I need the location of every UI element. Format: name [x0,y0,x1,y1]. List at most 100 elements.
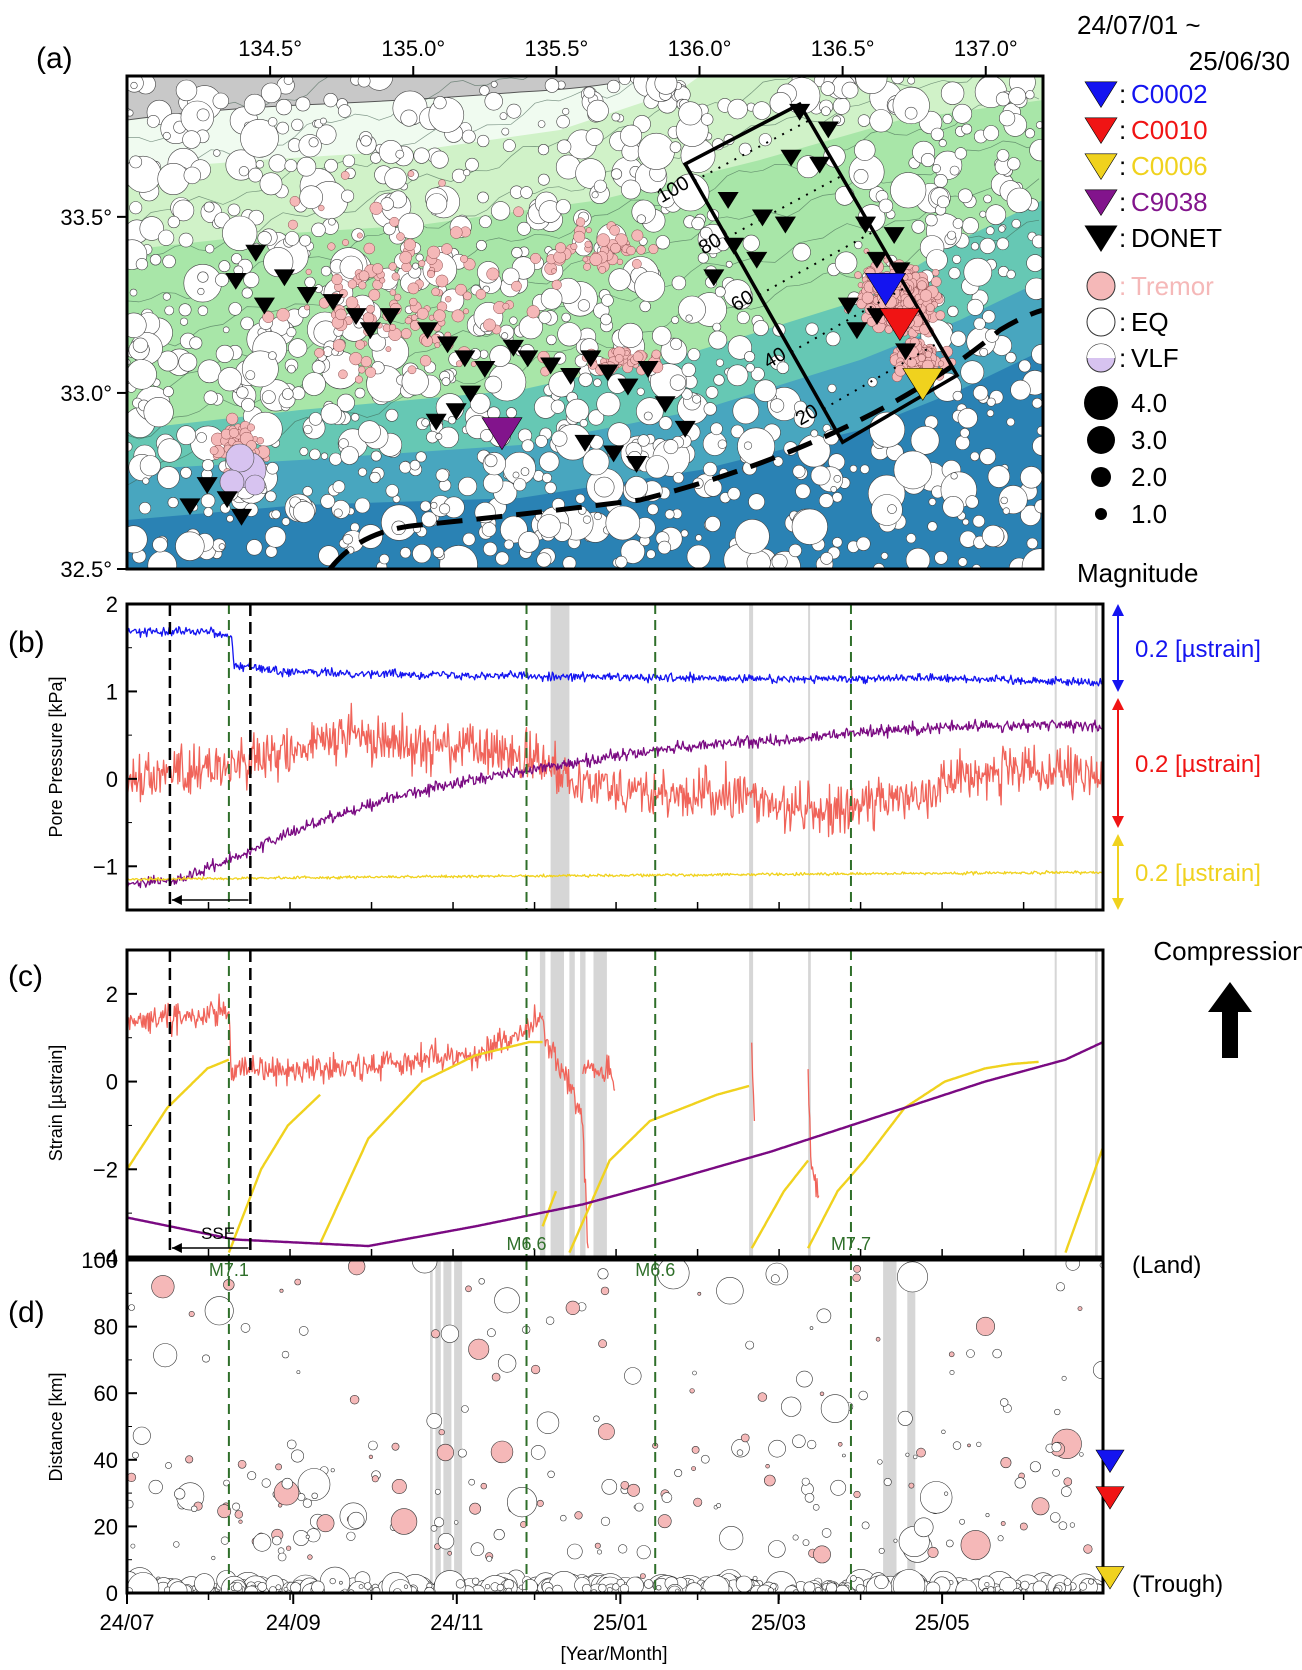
tremor-circle [409,320,421,331]
strain-line-c0010 [807,1069,820,1199]
eq-circle [999,1398,1009,1407]
tremor-circle [1000,1457,1012,1469]
eq-circle [499,112,508,120]
tremor-circle [469,1502,481,1515]
eq-circle [333,508,343,518]
distance-marker-c0010 [1095,1486,1125,1510]
eq-circle [297,1468,331,1501]
eq-circle [750,367,765,381]
eq-circle [634,1502,644,1512]
eq-circle [593,378,602,387]
eq-circle [157,438,182,463]
legend-marker-c0006 [1084,153,1118,180]
eq-circle [746,550,771,569]
strain-line-c0006 [318,1040,543,1245]
eq-circle [502,139,516,152]
tremor-circle [491,1372,501,1382]
eq-circle [647,503,659,516]
eq-circle [299,447,309,456]
tremor-circle [931,276,942,287]
eq-circle [687,348,701,361]
eq-circle [697,252,709,264]
eq-circle [197,287,205,296]
eq-circle [911,220,926,234]
tremor-circle [480,1482,487,1490]
donet-station-marker [245,244,267,262]
tremor-circle [631,259,642,269]
eq-circle [291,386,306,401]
tremor-circle [598,1339,607,1349]
distance-station-markers [1095,1449,1125,1590]
eq-circle [138,502,152,515]
tremor-circle [620,1481,630,1490]
eq-circle [664,509,675,520]
tremor-circle [616,258,624,266]
eq-circle [807,1439,817,1450]
donet-station-marker [883,227,905,245]
donet-station-marker [774,216,796,234]
donet-station-marker [580,350,602,368]
gap-band [539,950,546,1257]
eq-circle [323,92,338,108]
eq-circle [127,312,147,338]
eq-circle [332,480,346,494]
tremor-circle [385,346,392,352]
eq-circle [681,362,696,378]
eq-circle [494,1287,521,1314]
eq-circle [998,110,1016,127]
eq-circle [710,422,723,436]
tremor-circle [852,1273,861,1283]
eq-circle [1014,1477,1026,1489]
eq-circle [202,1354,211,1363]
eq-circle [440,1324,460,1343]
eq-circle [232,1502,241,1511]
tremor-circle [362,312,375,324]
tremor-circle [419,355,432,367]
eq-circle [470,1542,485,1556]
legend-circle-tremor [1086,271,1116,301]
tremor-circle [355,339,366,350]
eq-circle [738,142,752,156]
eq-circle [302,486,313,497]
eq-circle [997,1535,1004,1542]
eq-circle [972,514,985,528]
eq-circle [700,1454,710,1464]
tremor-circle [854,271,862,279]
eq-circle [152,536,168,553]
donet-station-marker [322,294,344,311]
gap-band [580,950,586,1257]
eq-circle [745,1340,755,1350]
event-lines [227,1260,852,1593]
eq-circle [196,432,207,443]
eq-circle [358,420,381,444]
eq-circle [878,1547,885,1554]
eq-circle [513,478,527,492]
tremor-circle [765,1463,770,1469]
eq-circle [434,1517,445,1528]
eq-circle [264,526,287,548]
y-tick-label: 100 [81,1248,118,1273]
eq-circle [311,222,326,238]
eq-circle [291,118,304,131]
donet-station-marker [809,156,831,174]
tremor-circle [757,1392,768,1402]
strain-series [127,993,1103,1254]
tremor-circle [237,1460,247,1469]
scale-bar-label: 0.2 [µstrain] [1135,751,1261,778]
eq-circle [1029,139,1043,162]
eq-circle [1051,1442,1062,1453]
eq-circle [593,476,615,498]
eq-circle [618,322,644,348]
eq-circle [942,495,965,518]
eq-circle [180,466,192,479]
mainshock-labels: M7.1 M6.6 M6.6 M7.7 [209,1234,871,1280]
eq-circle [577,299,591,312]
tremor-circle [435,274,449,288]
donet-station-marker [454,350,476,368]
eq-circle [966,298,984,316]
eq-circle [715,358,724,367]
eq-circle [941,1429,946,1435]
eq-circle [947,230,957,240]
eq-circle [732,397,760,425]
tremor-circle [276,308,290,322]
